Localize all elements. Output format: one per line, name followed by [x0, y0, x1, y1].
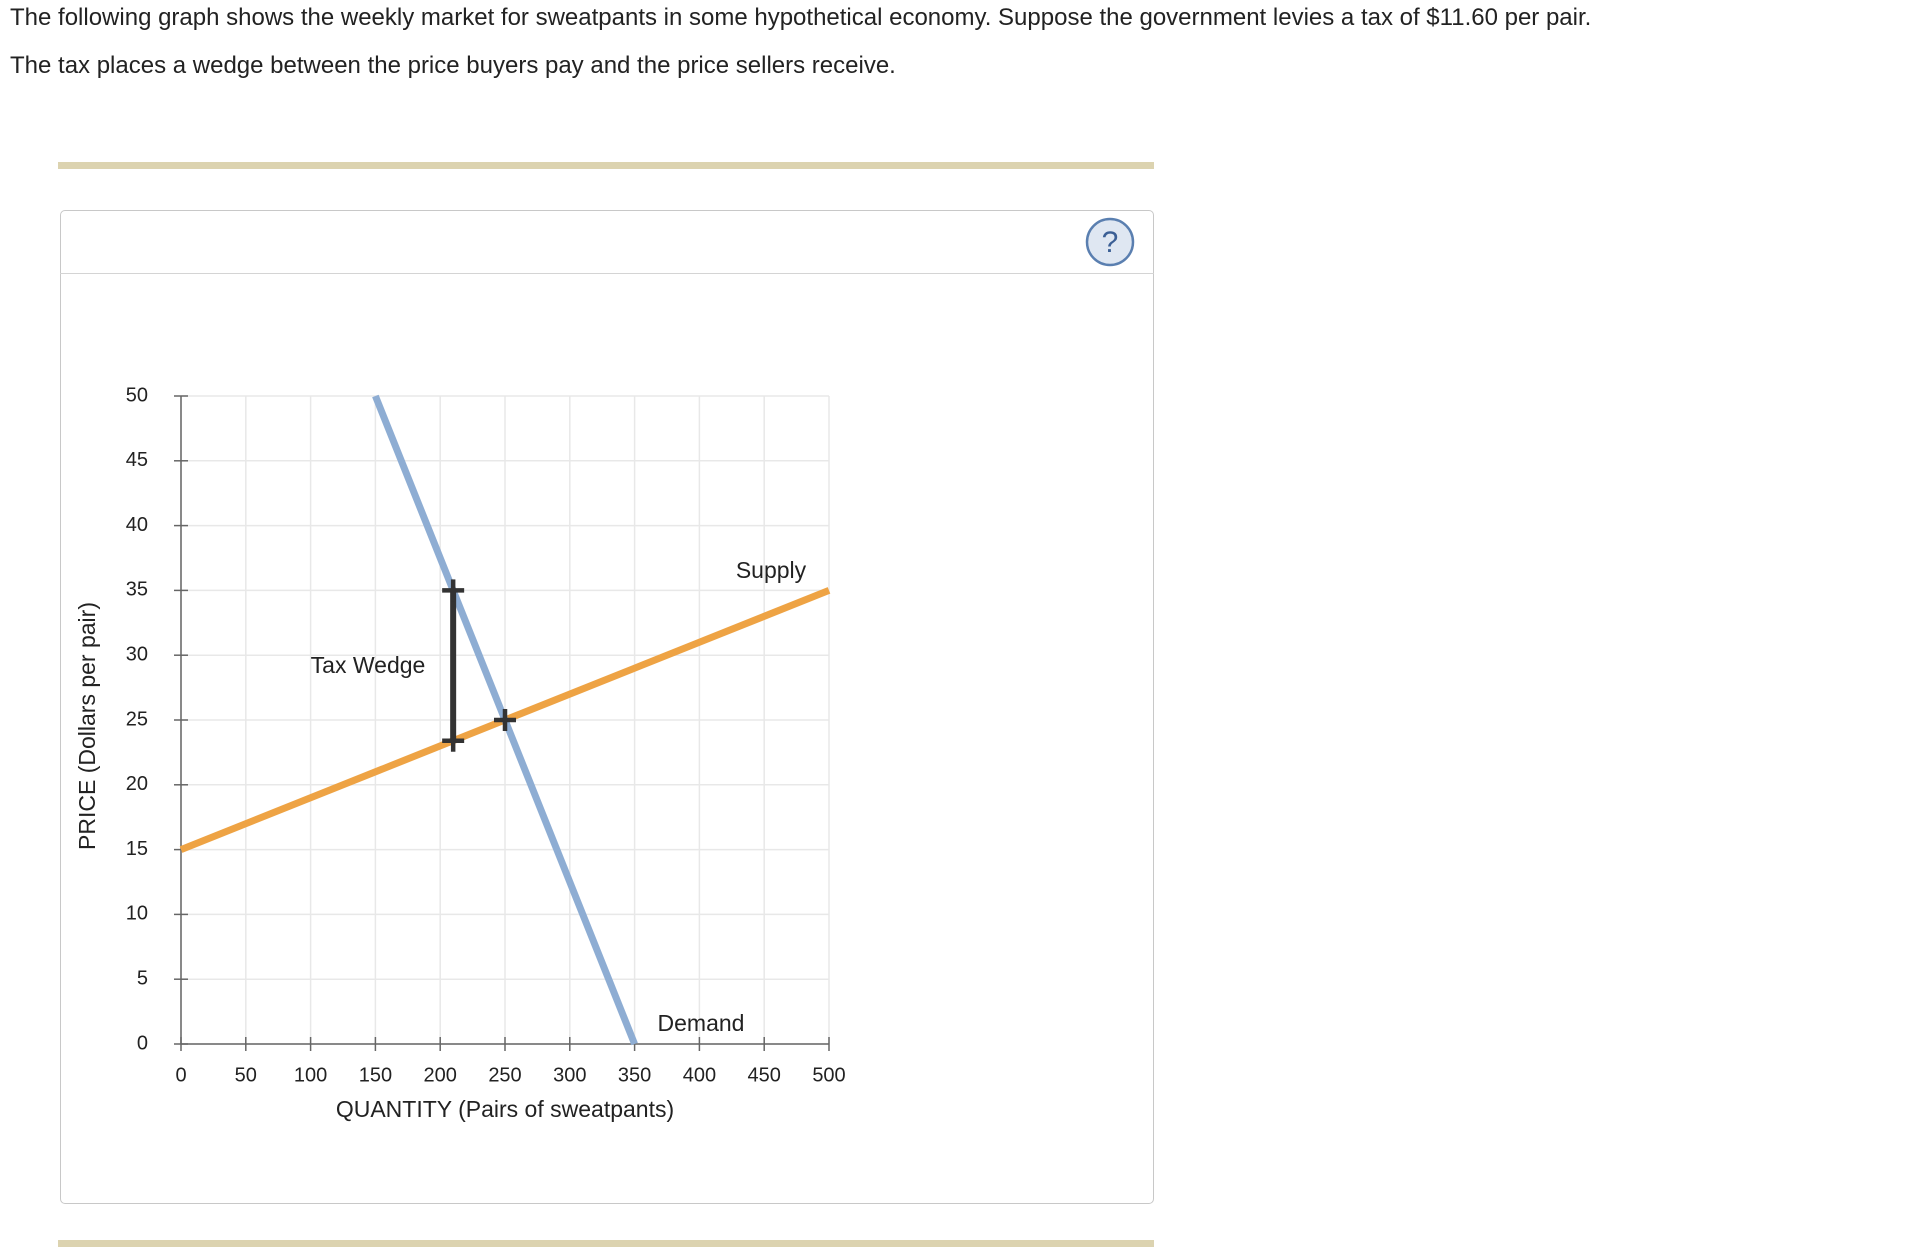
y-tick-label: 25: [126, 708, 148, 730]
help-icon[interactable]: ?: [1102, 226, 1119, 259]
divider: [58, 162, 1154, 169]
question-line: The following graph shows the weekly mar…: [10, 4, 1592, 31]
question-line: The tax places a wedge between the price…: [10, 52, 896, 79]
y-tick-label: 45: [126, 449, 148, 471]
y-tick-label: 50: [126, 384, 148, 406]
curve-label: Demand: [658, 1010, 745, 1036]
x-tick-label: 50: [235, 1064, 257, 1086]
y-axis-label: PRICE (Dollars per pair): [74, 602, 100, 850]
x-tick-label: 200: [424, 1064, 457, 1086]
divider: [58, 1240, 1154, 1247]
equilibrium-point: [494, 709, 516, 731]
x-tick-label: 150: [359, 1064, 392, 1086]
y-tick-label: 20: [126, 773, 148, 795]
graph-panel: [60, 210, 1154, 1204]
y-tick-label: 30: [126, 643, 148, 665]
x-tick-label: 500: [812, 1064, 845, 1086]
x-tick-label: 450: [748, 1064, 781, 1086]
x-tick-label: 100: [294, 1064, 327, 1086]
y-tick-label: 5: [137, 967, 148, 989]
y-tick-label: 10: [126, 903, 148, 925]
y-tick-label: 15: [126, 838, 148, 860]
y-tick-label: 35: [126, 579, 148, 601]
y-tick-label: 0: [137, 1032, 148, 1054]
x-tick-label: 400: [683, 1064, 716, 1086]
wedge-endpoint: [442, 579, 465, 602]
x-tick-label: 350: [618, 1064, 651, 1086]
y-tick-label: 40: [126, 514, 148, 536]
x-axis-label: QUANTITY (Pairs of sweatpants): [336, 1096, 674, 1122]
help-button[interactable]: [1085, 217, 1135, 267]
x-tick-label: 250: [488, 1064, 521, 1086]
curve-label: Supply: [736, 557, 807, 583]
wedge-endpoint: [442, 729, 465, 752]
curve-label: Tax Wedge: [311, 652, 426, 678]
x-tick-label: 0: [175, 1064, 186, 1086]
x-tick-label: 300: [553, 1064, 586, 1086]
panel-header-line: [60, 273, 1154, 274]
